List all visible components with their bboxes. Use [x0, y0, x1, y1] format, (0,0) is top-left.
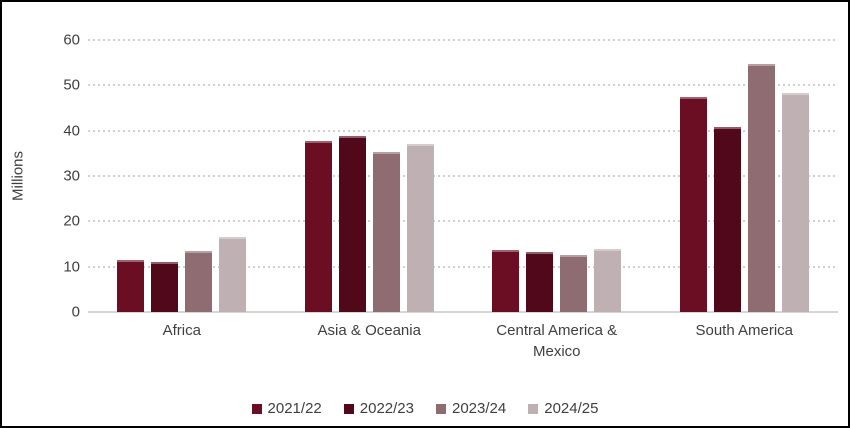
- legend-label: 2022/23: [359, 400, 414, 417]
- gridline-20: [88, 220, 838, 223]
- legend-swatch-icon: [436, 403, 446, 414]
- x-category-label-africa: Africa: [162, 322, 201, 339]
- bar-2023-24-asia-oceania: [372, 151, 400, 312]
- x-category-label-asia-oceania: Asia & Oceania: [317, 322, 421, 339]
- y-tick-label-30: 30: [63, 167, 80, 185]
- plot-area: [88, 39, 838, 313]
- x-axis-category-labels: Africa Asia & Oceania Central America & Me…: [88, 320, 838, 362]
- bar-group-central-america-mexico: [463, 40, 651, 312]
- chart-legend: 2021/22 2022/23 2023/24 2024/25: [2, 400, 848, 417]
- legend-swatch-icon: [343, 403, 354, 414]
- bar-2023-24-south-america: [747, 63, 775, 312]
- bar-groups-container: [88, 40, 838, 312]
- y-tick-label-50: 50: [63, 76, 80, 94]
- gridline-60: [88, 39, 838, 41]
- legend-swatch-icon: [251, 403, 262, 414]
- legend-item-2022-23: 2022/23: [343, 400, 414, 417]
- bar-2024-25-asia-oceania: [406, 143, 434, 312]
- bar-group-south-america: [651, 40, 839, 312]
- bar-2024-25-africa: [219, 236, 247, 312]
- gridline-30: [88, 175, 838, 177]
- legend-item-2024-25: 2024/25: [528, 400, 598, 417]
- y-tick-label-0: 0: [71, 303, 80, 321]
- bar-2023-24-central-america-mexico: [560, 255, 588, 312]
- bar-2022-23-south-america: [713, 126, 741, 312]
- y-tick-label-40: 40: [63, 122, 80, 140]
- x-category-label-south-america: South America: [695, 322, 794, 339]
- legend-item-2023-24: 2023/24: [436, 400, 506, 417]
- bar-2021-22-asia-oceania: [304, 141, 332, 312]
- x-axis-line: [88, 311, 838, 313]
- y-axis-tick-labels: 0 10 20 30 40 50 60: [2, 32, 80, 321]
- legend-label: 2024/25: [544, 400, 599, 417]
- bar-2021-22-central-america-mexico: [492, 250, 520, 312]
- bar-2023-24-africa: [185, 250, 213, 312]
- bar-2021-22-south-america: [679, 96, 707, 312]
- legend-item-2021-22: 2021/22: [251, 400, 322, 417]
- bar-2022-23-africa: [151, 262, 179, 312]
- y-tick-label-20: 20: [63, 212, 80, 230]
- bar-2022-23-asia-oceania: [338, 135, 366, 312]
- bar-group-asia-oceania: [276, 40, 464, 312]
- y-tick-label-60: 60: [63, 31, 80, 49]
- y-tick-label-10: 10: [63, 258, 80, 276]
- legend-label: 2021/22: [267, 400, 322, 417]
- bar-2024-25-south-america: [781, 93, 809, 312]
- bar-2021-22-africa: [117, 260, 145, 312]
- gridline-10: [88, 265, 838, 268]
- bar-2022-23-central-america-mexico: [526, 252, 554, 312]
- gridline-50: [88, 84, 838, 87]
- bar-2024-25-central-america-mexico: [594, 249, 622, 312]
- legend-swatch-icon: [528, 403, 539, 414]
- x-category-label-central-america-mexico: Central America & Mexico: [496, 322, 618, 360]
- gridline-40: [88, 129, 838, 132]
- legend-label: 2023/24: [452, 400, 507, 417]
- bar-group-africa: [88, 40, 276, 312]
